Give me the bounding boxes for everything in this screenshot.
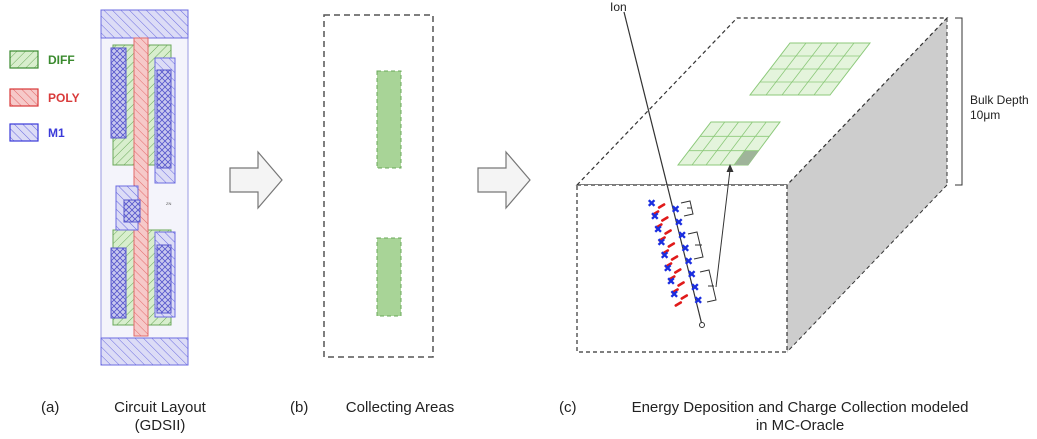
positive-charge: ✖: [674, 216, 683, 229]
positive-charge: ✖: [694, 294, 703, 307]
positive-charge: ✖: [653, 223, 662, 236]
positive-charge: ✖: [671, 203, 680, 216]
positive-charge: ✖: [681, 242, 690, 255]
negative-charge: [651, 210, 660, 216]
caption-a-line2: (GDSII): [134, 417, 186, 434]
grid-line: [705, 121, 739, 166]
ion-label: Ion: [610, 0, 627, 14]
positive-charge: ✖: [647, 197, 656, 210]
negative-charge: [670, 255, 679, 261]
caption-b-tag: (b): [290, 399, 309, 416]
negative-charge: [664, 262, 673, 268]
cell-outline: [323, 14, 434, 358]
collecting-area-top: [376, 70, 402, 169]
positive-charge: ✖: [690, 281, 699, 294]
bulk-depth-label: Bulk Depth 10μm: [970, 93, 1029, 123]
legend-swatch-m1: [9, 123, 39, 142]
bulk-side-face: [787, 18, 947, 352]
legend-label-m1: M1: [48, 126, 65, 140]
collection-bracket-2: [687, 231, 704, 260]
caption-a-line1: Circuit Layout: [114, 399, 206, 416]
bulk-depth-title: Bulk Depth: [970, 93, 1029, 107]
ion-track: [623, 11, 703, 326]
negative-charge: [657, 203, 666, 209]
collection-arrow-head: [726, 164, 734, 172]
positive-charge: ✖: [650, 210, 659, 223]
collecting-areas: [323, 14, 434, 358]
negative-charge: [674, 301, 683, 307]
caption-a: Circuit Layout (GDSII): [95, 399, 225, 435]
positive-charge: ✖: [684, 255, 693, 268]
m1-contact-right-top: [156, 69, 172, 169]
negative-charge: [667, 275, 676, 281]
legend-swatch-diff: [9, 50, 39, 69]
ion-track-end: [699, 322, 705, 328]
bulk-block: [575, 17, 949, 353]
legend-label-diff: DIFF: [48, 53, 75, 67]
m1-strip-left-bottom: [110, 247, 127, 319]
grid-line: [691, 121, 726, 166]
negative-charge: [658, 236, 666, 242]
positive-charge: ✖: [677, 229, 686, 242]
positive-charge: ✖: [660, 249, 669, 262]
caption-b: Collecting Areas: [345, 399, 455, 416]
circuit-layout: ZN: [100, 9, 189, 366]
arrow-b-to-c: [477, 150, 531, 210]
negative-charge: [673, 268, 682, 274]
bulk-front-face: [576, 184, 788, 353]
caption-c-tag: (c): [559, 399, 577, 416]
legend-swatch-poly: [9, 88, 39, 107]
bulk-depth-bracket: [955, 17, 963, 186]
caption-c: Energy Deposition and Charge Collection …: [598, 399, 1002, 435]
negative-charge: [667, 242, 676, 248]
arrow-a-to-b: [229, 150, 283, 210]
negative-charge: [677, 281, 685, 287]
grid-hit-cell: [734, 150, 759, 165]
negative-charge: [664, 229, 672, 235]
grid-line: [733, 121, 767, 166]
m1-rail-bottom: [100, 337, 189, 366]
svg-text:ZN: ZN: [166, 201, 171, 206]
positive-charge: ✖: [663, 262, 672, 275]
negative-charge: [661, 216, 669, 222]
m1-rail-top: [100, 9, 189, 39]
negative-charge: [680, 294, 689, 300]
caption-c-line2: in MC-Oracle: [755, 417, 845, 434]
collecting-area-bottom: [376, 237, 402, 317]
legend-label-poly: POLY: [48, 91, 80, 105]
collection-bracket-3: [699, 269, 717, 303]
grid-line: [719, 121, 753, 166]
caption-c-line1: Energy Deposition and Charge Collection …: [631, 399, 969, 416]
bulk-depth-value: 10μm: [970, 108, 1001, 122]
caption-a-tag: (a): [41, 399, 60, 416]
poly-contact: [123, 199, 141, 223]
positive-charge: ✖: [687, 268, 696, 281]
collection-grid-front: [676, 121, 781, 166]
negative-charge: [661, 249, 670, 255]
charge-carriers: ✖ ✖✖ ✖✖ ✖✖ ✖✖ ✖✖ ✖✖ ✖✖ ✖: [647, 197, 703, 307]
negative-charge: [655, 223, 663, 229]
m1-contact-right-bottom: [156, 244, 172, 314]
collection-bracket-1: [680, 200, 694, 217]
collection-arrow: [715, 169, 731, 288]
m1-strip-left-top: [110, 47, 127, 139]
collection-grid-back: [748, 42, 872, 96]
legend-swatches: [9, 50, 39, 142]
positive-charge: ✖: [670, 288, 679, 301]
negative-charge: [671, 288, 679, 294]
positive-charge: ✖: [666, 275, 675, 288]
positive-charge: ✖: [657, 236, 666, 249]
